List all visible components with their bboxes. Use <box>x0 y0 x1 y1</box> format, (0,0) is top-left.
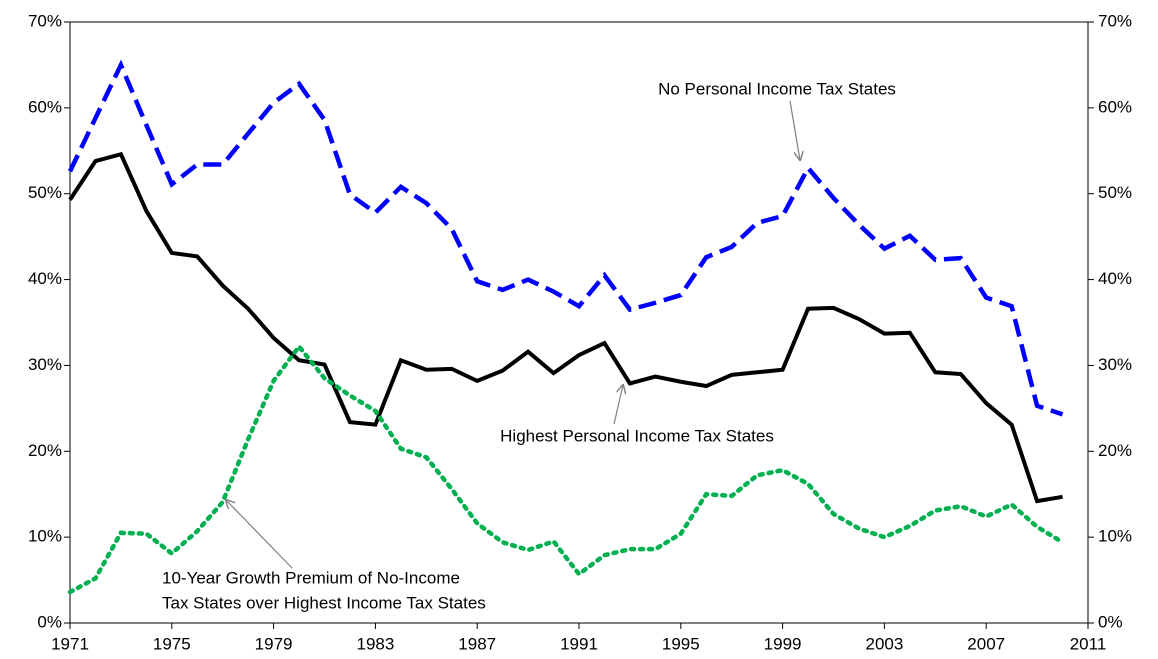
y-tick-label: 60% <box>28 97 62 116</box>
annotation: Highest Personal Income Tax States <box>500 426 774 445</box>
annotation: 10-Year Growth Premium of No-Income <box>162 568 460 587</box>
y2-tick-label: 20% <box>1098 441 1132 460</box>
x-tick-label: 1987 <box>458 634 496 653</box>
plot-frame <box>69 21 1089 624</box>
y-tick-label: 70% <box>28 11 62 30</box>
x-tick-label: 1995 <box>662 634 700 653</box>
annotation: No Personal Income Tax States <box>658 79 896 98</box>
x-tick-label: 1975 <box>153 634 191 653</box>
y-tick-label: 20% <box>28 441 62 460</box>
x-tick-label: 2011 <box>1070 634 1107 653</box>
x-tick-label: 1991 <box>560 634 598 653</box>
x-tick-label: 2003 <box>865 634 903 653</box>
y2-tick-label: 60% <box>1098 97 1132 116</box>
series-line <box>67 59 1064 417</box>
y2-tick-label: 0% <box>1098 612 1123 631</box>
y-tick-label: 30% <box>28 355 62 374</box>
y2-tick-label: 30% <box>1098 355 1132 374</box>
x-tick-label: 1979 <box>255 634 293 653</box>
annotation: Tax States over Highest Income Tax State… <box>162 593 486 612</box>
annotation-arrow <box>789 100 800 160</box>
y2-tick-label: 50% <box>1098 183 1132 202</box>
series-line <box>68 151 1063 504</box>
annotation-arrow <box>226 500 293 569</box>
x-tick-label: 1983 <box>356 634 394 653</box>
y2-tick-label: 10% <box>1098 527 1132 546</box>
y2-tick-label: 70% <box>1098 11 1132 30</box>
y2-tick-label: 40% <box>1098 269 1132 288</box>
y-tick-label: 0% <box>37 612 62 631</box>
annotation-arrow <box>613 385 623 425</box>
x-tick-label: 1971 <box>51 634 89 653</box>
x-tick-label: 1999 <box>764 634 802 653</box>
x-tick-label: 2007 <box>967 634 1005 653</box>
y-tick-label: 40% <box>28 269 62 288</box>
series-line <box>67 342 1065 595</box>
y-tick-label: 10% <box>28 527 62 546</box>
y-tick-label: 50% <box>28 183 62 202</box>
